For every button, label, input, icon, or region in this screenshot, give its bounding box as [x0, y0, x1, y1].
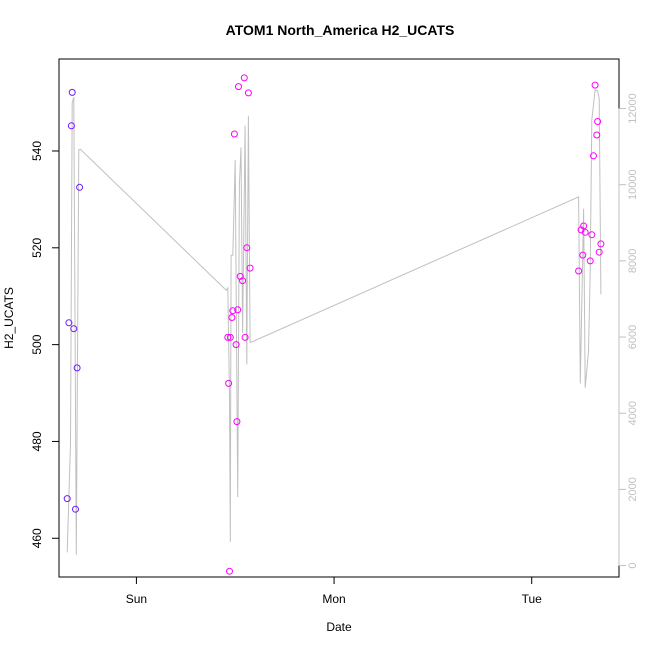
left-tick-label: 500 [30, 334, 44, 354]
right-axis: 0 2000 4000 6000 8000 10000 12000 [618, 93, 639, 569]
data-point [76, 183, 84, 191]
x-tick-label: Tue [522, 592, 543, 606]
right-tick-label: 4000 [627, 401, 639, 425]
data-line [66, 89, 602, 555]
plot-frame [58, 58, 620, 578]
data-point [241, 333, 249, 341]
chart-title: ATOM1 North_America H2_UCATS [226, 22, 455, 38]
data-point [68, 88, 76, 96]
data-point [226, 567, 233, 575]
right-tick-label: 6000 [627, 325, 639, 349]
data-point [65, 319, 73, 327]
data-point [580, 222, 588, 230]
right-tick-label: 12000 [627, 93, 639, 124]
data-point [239, 277, 247, 285]
data-point [593, 131, 601, 139]
data-point [597, 240, 605, 248]
data-point [581, 228, 589, 236]
data-point [73, 364, 81, 372]
x-tick-label: Sun [126, 592, 147, 606]
data-point [228, 314, 236, 321]
data-point [233, 418, 241, 426]
right-tick-label: 0 [627, 563, 639, 569]
left-tick-label: 460 [30, 528, 44, 548]
data-point [230, 130, 238, 138]
data-point [590, 152, 597, 160]
left-tick-label: 520 [30, 237, 44, 257]
data-point [579, 251, 587, 259]
data-point [72, 505, 79, 513]
data-point [63, 495, 71, 503]
right-tick-label: 8000 [627, 249, 639, 273]
data-point [67, 122, 75, 130]
left-tick-label: 480 [30, 431, 44, 451]
data-points [63, 74, 605, 575]
data-point [235, 83, 242, 91]
data-point [246, 264, 254, 272]
data-point [232, 341, 240, 349]
data-point [225, 379, 233, 387]
data-point [591, 81, 599, 89]
data-point [224, 333, 232, 341]
data-point [594, 118, 602, 125]
data-point [70, 325, 78, 333]
data-point [595, 248, 603, 256]
data-point [244, 89, 252, 97]
data-point [575, 267, 583, 275]
data-point [243, 244, 251, 252]
series-line [66, 89, 602, 555]
x-axis: Sun Mon Tue [126, 576, 543, 606]
data-point [234, 306, 242, 314]
x-tick-label: Mon [322, 592, 345, 606]
left-axis: 460 480 500 520 540 [30, 141, 60, 548]
data-point [588, 231, 596, 239]
data-point [240, 74, 248, 82]
data-point [586, 257, 594, 265]
data-point [226, 333, 234, 341]
data-point [229, 307, 237, 315]
x-axis-label: Date [326, 620, 352, 634]
y-axis-label: H2_UCATS [2, 287, 16, 349]
right-tick-label: 2000 [627, 477, 639, 501]
right-tick-label: 10000 [627, 169, 639, 200]
left-tick-label: 540 [30, 141, 44, 161]
